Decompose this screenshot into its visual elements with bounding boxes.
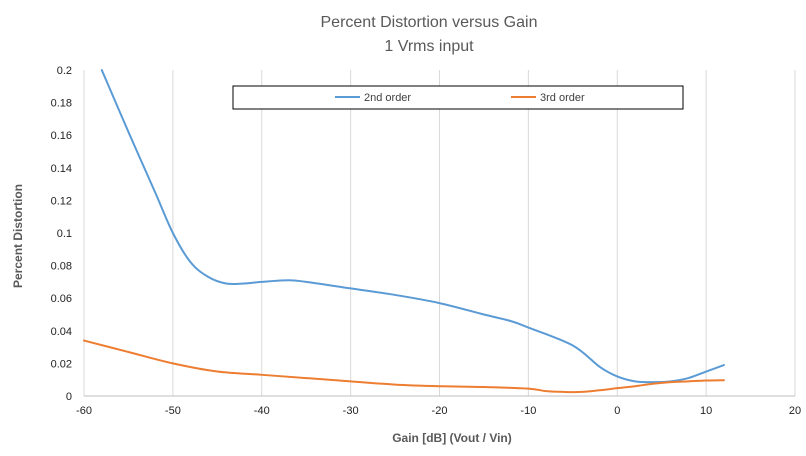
x-tick-label: -30 — [343, 405, 359, 417]
y-tick-label: 0 — [66, 391, 72, 403]
y-tick-label: 0.14 — [51, 163, 72, 175]
y-tick-label: 0.12 — [51, 195, 72, 207]
x-tick-label: -40 — [254, 405, 270, 417]
x-tick-label: -20 — [432, 405, 448, 417]
y-tick-label: 0.02 — [51, 358, 72, 370]
x-tick-label: 20 — [789, 405, 801, 417]
x-tick-label: 0 — [614, 405, 620, 417]
x-tick-label: 10 — [700, 405, 712, 417]
y-tick-label: 0.16 — [51, 130, 72, 142]
chart-subtitle: 1 Vrms input — [384, 38, 474, 55]
y-tick-label: 0.2 — [57, 65, 72, 77]
y-tick-label: 0.04 — [51, 326, 72, 338]
series-line-2nd-order — [100, 69, 725, 384]
legend-box — [232, 85, 684, 110]
legend-label-2nd-order: 2nd order — [364, 92, 411, 104]
series-line-3rd-order — [83, 339, 725, 394]
x-tick-label: -60 — [76, 405, 92, 417]
grid — [83, 70, 796, 396]
x-axis-label: Gain [dB] (Vout / Vin) — [392, 431, 512, 445]
y-tick-label: 0.18 — [51, 98, 72, 110]
axes: -60 -50 -40 -30 -20 -10 0 10 20 0 0.02 0.04 0.06 0.08… — [51, 65, 802, 417]
series-layer — [83, 69, 725, 394]
x-tick-label: -10 — [520, 405, 536, 417]
y-axis-label: Percent Distortion — [11, 184, 25, 288]
legend: 2nd order 3rd order — [232, 85, 684, 110]
y-tick-label: 0.06 — [51, 293, 72, 305]
y-tick-label: 0.08 — [51, 261, 72, 273]
x-tick-label: -50 — [165, 405, 181, 417]
chart-title: Percent Distortion versus Gain — [321, 14, 538, 31]
legend-label-3rd-order: 3rd order — [540, 92, 585, 104]
y-tick-label: 0.1 — [57, 228, 72, 240]
